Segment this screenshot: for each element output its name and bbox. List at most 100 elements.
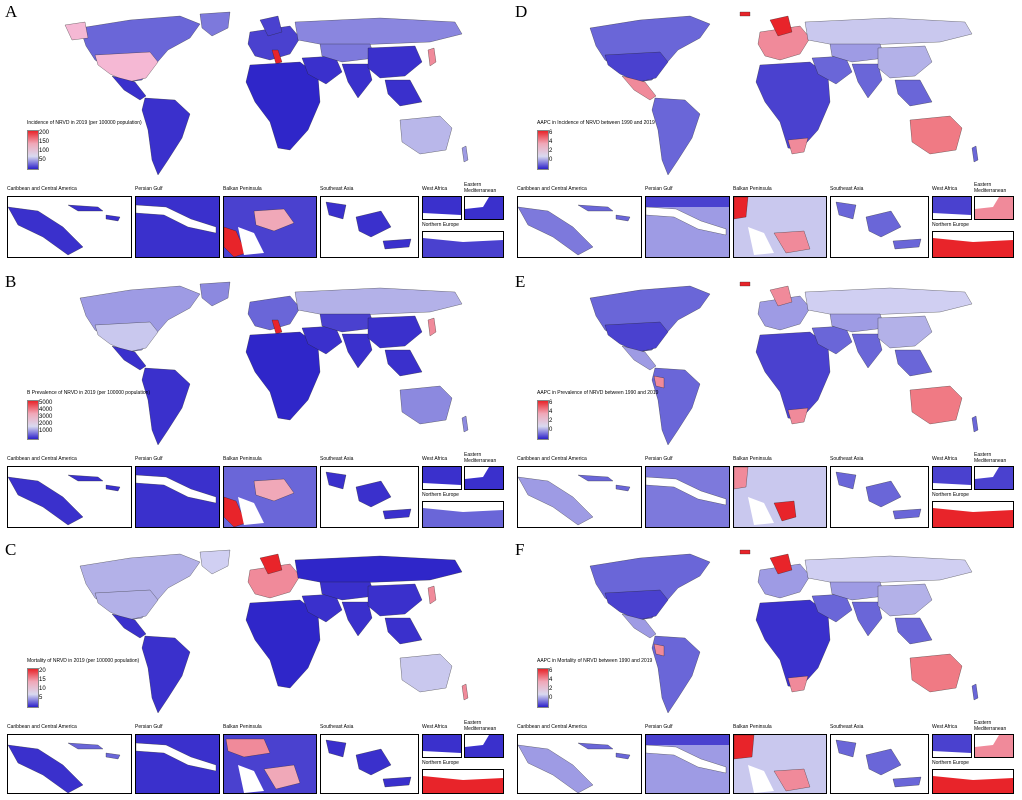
balkan-land bbox=[734, 467, 826, 527]
africa bbox=[245, 331, 321, 421]
east-med-water bbox=[975, 197, 999, 209]
central-asia bbox=[829, 581, 886, 601]
northern-europe-sea bbox=[933, 502, 1013, 512]
inset-label-balkan: Balkan Peninsula bbox=[223, 456, 262, 462]
greenland bbox=[199, 281, 231, 307]
legend-title: B Prevalence of NRVD in 2019 (per 100000… bbox=[27, 390, 150, 396]
world-map-svg bbox=[589, 549, 979, 714]
southeast-asia bbox=[894, 617, 933, 645]
inset-label-eastern-med: Eastern Mediterranean bbox=[464, 452, 497, 464]
inset-label-persian-gulf: Persian Gulf bbox=[135, 724, 163, 730]
inset-southeast-asia bbox=[320, 196, 419, 258]
sea-islands bbox=[835, 471, 922, 520]
world-map-svg bbox=[79, 549, 469, 714]
south-asia bbox=[341, 601, 373, 637]
inset-label-west-africa: West Africa bbox=[932, 456, 958, 462]
south-asia bbox=[851, 333, 883, 369]
inset-caribbean bbox=[517, 734, 642, 794]
panel-letter: B bbox=[5, 272, 17, 291]
inset-eastern-med bbox=[974, 734, 1014, 758]
china bbox=[877, 45, 933, 79]
inset-southeast-asia bbox=[320, 466, 419, 528]
legend: B Prevalence of NRVD in 2019 (per 100000… bbox=[25, 390, 205, 440]
balkan-sea bbox=[748, 765, 774, 793]
mexico-central-america bbox=[111, 345, 147, 371]
caribbean-islands bbox=[67, 742, 121, 760]
balkan-south bbox=[773, 500, 797, 522]
balkan-region bbox=[734, 467, 749, 490]
scandinavia bbox=[259, 553, 283, 575]
northern-europe-sea bbox=[423, 770, 503, 780]
japan bbox=[427, 585, 437, 605]
greenland bbox=[739, 11, 751, 17]
australia bbox=[399, 653, 453, 693]
inset-label-northern-europe: Northern Europe bbox=[422, 222, 459, 228]
south-america bbox=[141, 97, 191, 176]
legend-tick: 0 bbox=[549, 427, 553, 433]
panel-e: E AAPC in Prevalence of NRVD between 199… bbox=[515, 270, 1015, 532]
greenland bbox=[739, 549, 751, 555]
greenland bbox=[199, 549, 231, 575]
inset-west-africa bbox=[932, 734, 972, 758]
legend-colorbar bbox=[537, 668, 549, 708]
legend-prefix: B bbox=[27, 390, 31, 396]
legend-title-text: Prevalence of NRVD in 2019 (per 100000 p… bbox=[31, 390, 151, 396]
inset-label-northern-europe: Northern Europe bbox=[422, 492, 459, 498]
inset-southeast-asia bbox=[830, 466, 929, 528]
legend-tick: 0 bbox=[549, 157, 553, 163]
legend: AAPC in Incidence of NRVD between 1990 a… bbox=[535, 120, 715, 170]
balkan-south bbox=[773, 230, 811, 254]
central-asia bbox=[829, 313, 886, 333]
east-med-water bbox=[975, 467, 999, 479]
south-america bbox=[651, 97, 701, 176]
gulf-water bbox=[136, 474, 217, 504]
balkan-region bbox=[734, 735, 755, 760]
legend-colorbar bbox=[537, 400, 549, 440]
inset-west-africa bbox=[422, 196, 462, 220]
africa bbox=[755, 599, 831, 689]
europe bbox=[757, 25, 811, 61]
inset-label-caribbean: Caribbean and Central America bbox=[7, 186, 77, 192]
panel-letter: C bbox=[5, 540, 17, 559]
inset-southeast-asia bbox=[830, 734, 929, 794]
inset-label-southeast-asia: Southeast Asia bbox=[320, 724, 354, 730]
gulf-upper bbox=[646, 735, 729, 745]
australia bbox=[909, 115, 963, 155]
legend: AAPC in Prevalence of NRVD between 1990 … bbox=[535, 390, 715, 440]
balkan-region bbox=[734, 197, 749, 220]
legend-tick: 5 bbox=[39, 695, 43, 701]
west-africa-coast bbox=[933, 483, 971, 489]
east-med-water bbox=[465, 467, 489, 479]
mexico-central-america bbox=[621, 75, 657, 101]
inset-persian-gulf bbox=[645, 196, 730, 258]
inset-label-west-africa: West Africa bbox=[932, 186, 958, 192]
legend-tick: 2000 bbox=[39, 421, 53, 427]
inset-label-persian-gulf: Persian Gulf bbox=[135, 456, 163, 462]
caribbean-islands bbox=[577, 204, 631, 222]
inset-label-balkan: Balkan Peninsula bbox=[733, 456, 772, 462]
inset-label-eastern-med: Eastern Mediterranean bbox=[974, 720, 1007, 732]
inset-label-northern-europe: Northern Europe bbox=[932, 222, 969, 228]
inset-eastern-med bbox=[464, 734, 504, 758]
inset-label-eastern-med: Eastern Mediterranean bbox=[974, 182, 1007, 194]
inset-northern-europe bbox=[422, 769, 504, 794]
central-asia bbox=[319, 313, 376, 333]
legend-tick: 6 bbox=[549, 668, 553, 674]
legend: AAPC in Mortality of NRVD between 1990 a… bbox=[535, 658, 715, 708]
legend-tick: 4 bbox=[549, 409, 553, 415]
greenland bbox=[199, 11, 231, 37]
west-africa-coast bbox=[933, 751, 971, 757]
new-zealand bbox=[461, 415, 469, 433]
central-america-shape bbox=[8, 206, 84, 256]
world-map bbox=[560, 10, 985, 180]
world-map-svg bbox=[589, 281, 979, 446]
africa bbox=[755, 61, 831, 151]
inset-label-eastern-med: Eastern Mediterranean bbox=[464, 720, 497, 732]
inset-eastern-med bbox=[464, 196, 504, 220]
usa bbox=[604, 589, 669, 621]
inset-label-southeast-asia: Southeast Asia bbox=[320, 186, 354, 192]
mexico-central-america bbox=[621, 613, 657, 639]
panel-d: D AAPC in Incidence of NRVD between 1990… bbox=[515, 0, 1015, 262]
legend-colorbar bbox=[537, 130, 549, 170]
inset-label-southeast-asia: Southeast Asia bbox=[320, 456, 354, 462]
